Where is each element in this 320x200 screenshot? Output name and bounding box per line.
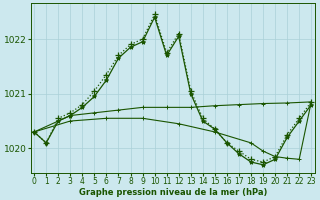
X-axis label: Graphe pression niveau de la mer (hPa): Graphe pression niveau de la mer (hPa) — [78, 188, 267, 197]
